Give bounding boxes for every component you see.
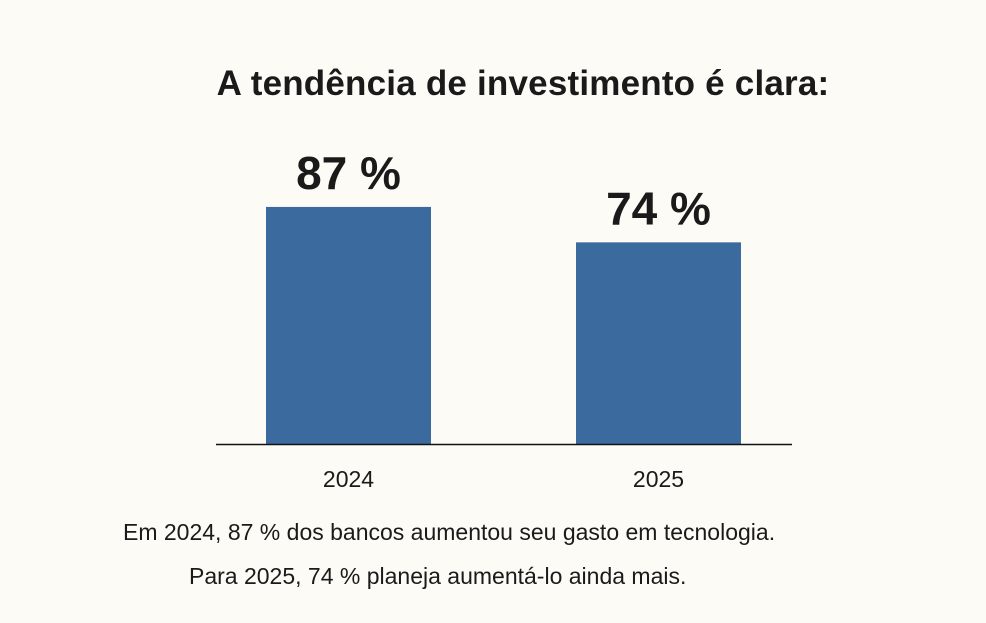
- data-label-2025: 74 %: [606, 182, 711, 234]
- x-tick-label-2025: 2025: [633, 466, 684, 492]
- chart-title: A tendência de investimento é clara:: [216, 64, 830, 103]
- caption-line-1: Em 2024, 87 % dos bancos aumentou seu ga…: [123, 519, 776, 545]
- bar-2024: [266, 206, 431, 444]
- data-label-2024: 87 %: [296, 147, 401, 199]
- bar-2025: [576, 242, 741, 444]
- x-tick-label-2024: 2024: [323, 466, 374, 492]
- caption-line-2: Para 2025, 74 % planeja aumentá-lo ainda…: [189, 563, 687, 589]
